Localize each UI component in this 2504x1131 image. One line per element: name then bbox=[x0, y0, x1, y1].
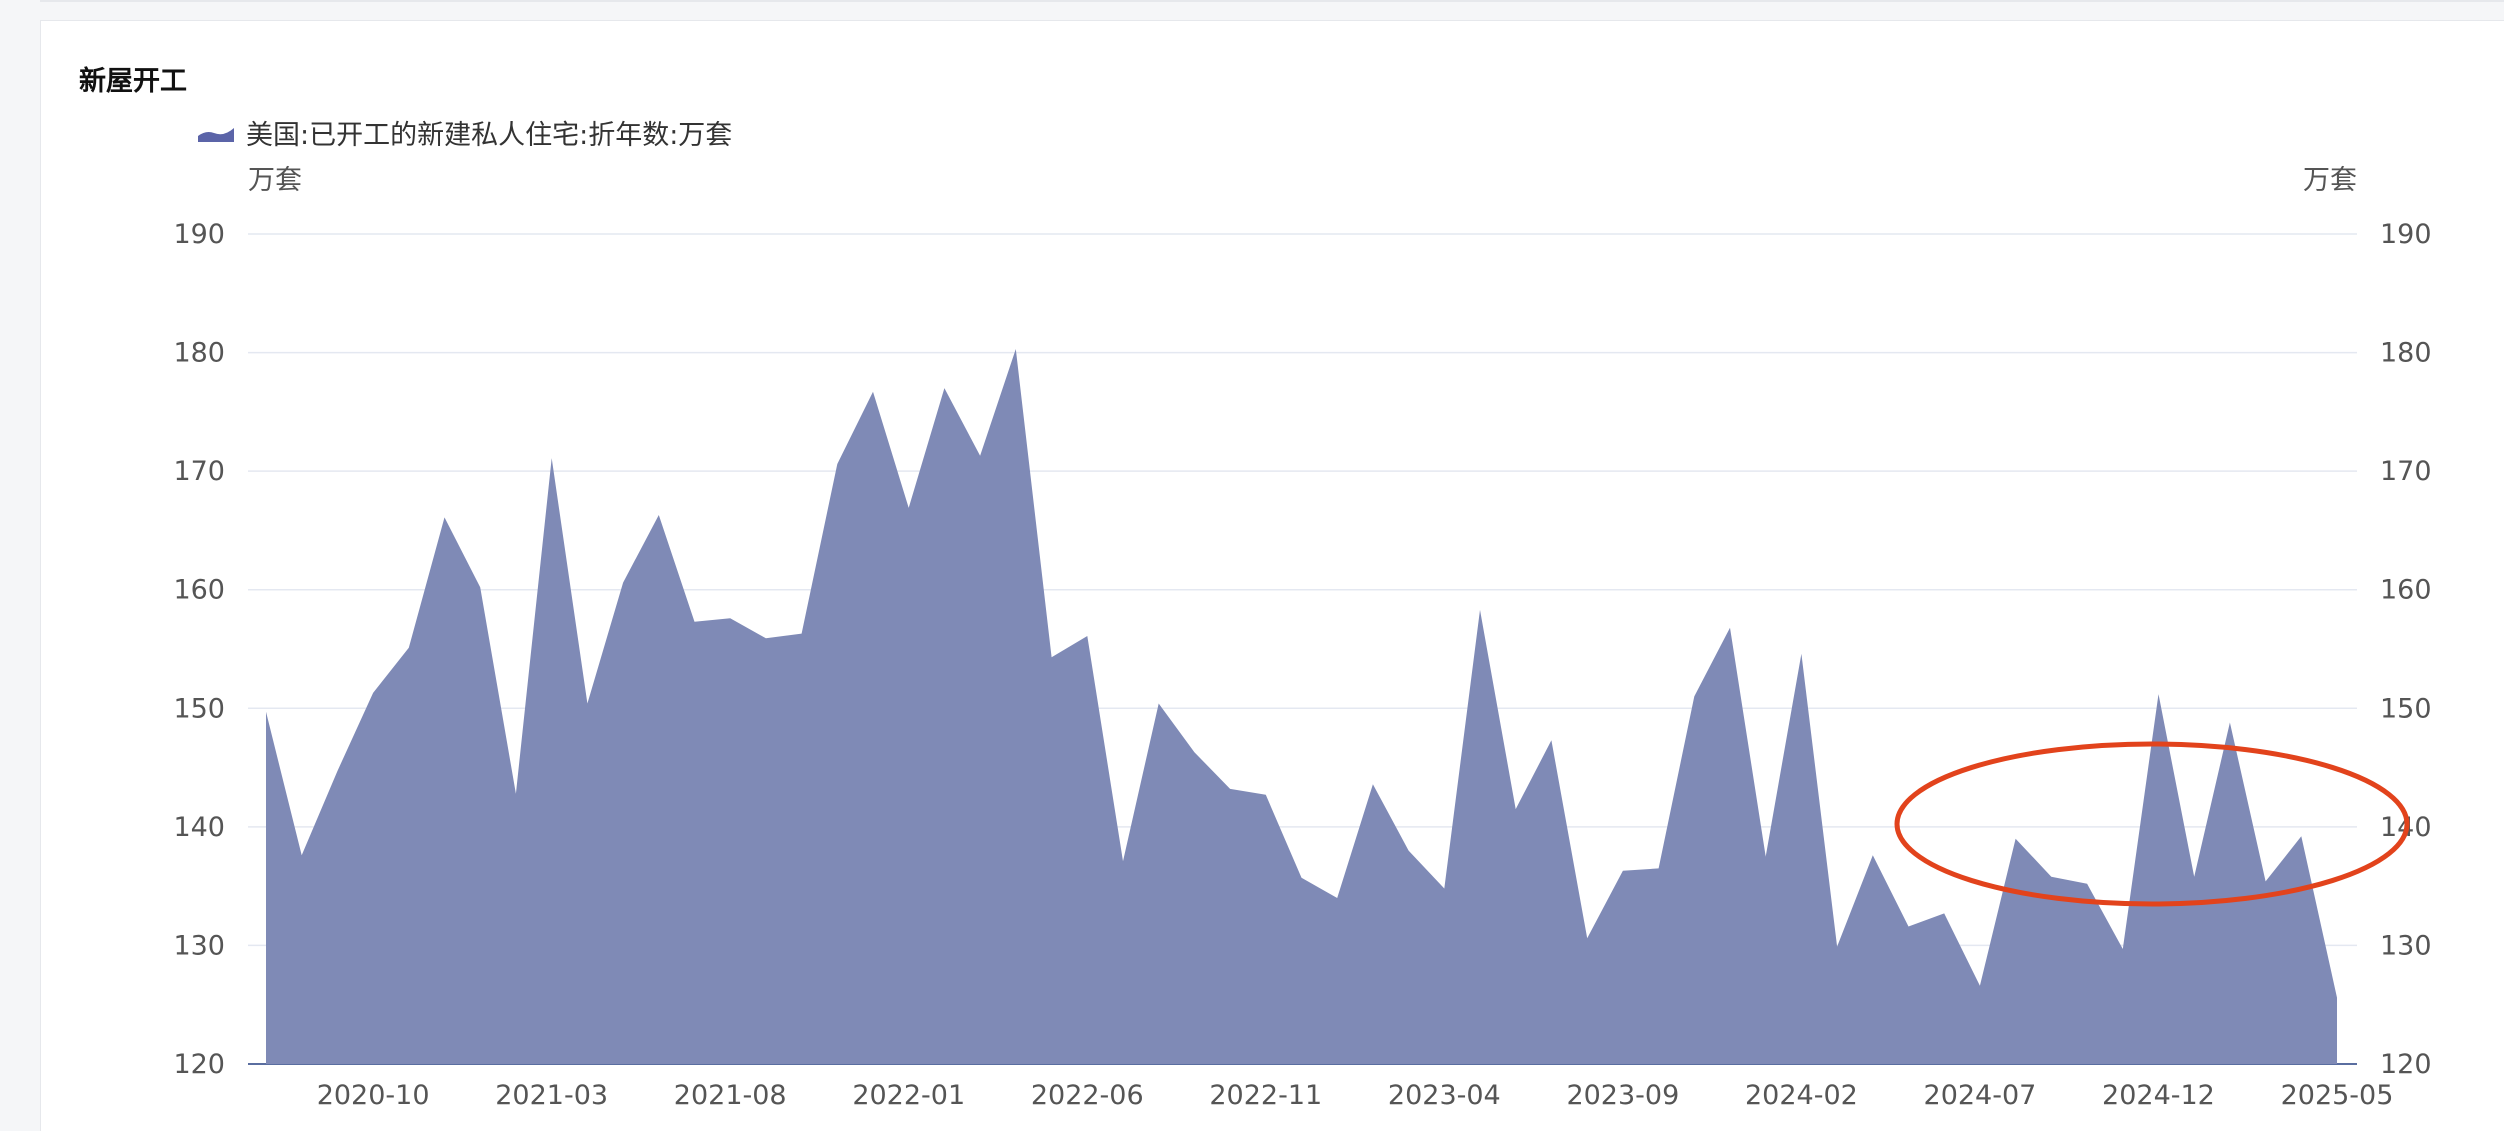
y-tick-left: 150 bbox=[173, 693, 225, 724]
data-point bbox=[799, 631, 805, 637]
data-point bbox=[370, 690, 376, 696]
data-point bbox=[1620, 868, 1626, 874]
data-point bbox=[1084, 633, 1090, 639]
legend[interactable]: 美国:已开工的新建私人住宅:折年数:万套 bbox=[196, 113, 732, 152]
data-point bbox=[977, 453, 983, 459]
data-point bbox=[691, 619, 697, 625]
data-point bbox=[1406, 848, 1412, 854]
data-point bbox=[1548, 737, 1554, 743]
y-axis-left-unit: 万套 bbox=[248, 165, 302, 196]
y-tick-left: 120 bbox=[173, 1049, 225, 1080]
y-tick-right: 150 bbox=[2380, 693, 2432, 724]
x-tick-label: 2020-10 bbox=[317, 1080, 430, 1111]
data-point bbox=[727, 615, 733, 621]
data-point bbox=[477, 584, 483, 590]
data-point bbox=[941, 385, 947, 391]
x-tick-label: 2022-01 bbox=[852, 1080, 965, 1111]
data-point bbox=[1334, 895, 1340, 901]
data-point bbox=[406, 645, 412, 651]
data-point bbox=[2048, 874, 2054, 880]
x-tick-label: 2024-07 bbox=[1924, 1080, 2037, 1111]
legend-label: 美国:已开工的新建私人住宅:折年数:万套 bbox=[246, 120, 733, 151]
series-area bbox=[266, 349, 2337, 1064]
x-tick-label: 2022-06 bbox=[1031, 1080, 1144, 1111]
data-point bbox=[2013, 836, 2019, 842]
data-point bbox=[442, 514, 448, 520]
y-tick-right: 120 bbox=[2380, 1049, 2432, 1080]
data-point bbox=[2298, 833, 2304, 839]
data-point bbox=[1477, 607, 1483, 613]
data-point bbox=[1977, 983, 1983, 989]
data-point bbox=[2155, 691, 2161, 697]
data-point bbox=[1049, 654, 1055, 660]
data-point bbox=[263, 709, 269, 715]
data-point bbox=[1191, 749, 1197, 755]
data-point bbox=[834, 461, 840, 467]
y-tick-left: 190 bbox=[173, 219, 225, 250]
data-point bbox=[1834, 944, 1840, 950]
data-point bbox=[299, 852, 305, 858]
data-point bbox=[1120, 858, 1126, 864]
data-point bbox=[1370, 781, 1376, 787]
x-tick-label: 2023-04 bbox=[1388, 1080, 1501, 1111]
data-point bbox=[763, 635, 769, 641]
data-point bbox=[1013, 346, 1019, 352]
data-point bbox=[1299, 875, 1305, 881]
x-tick-label: 2025-05 bbox=[2281, 1080, 2394, 1111]
data-point bbox=[656, 512, 662, 518]
y-axis-right-unit: 万套 bbox=[2303, 165, 2357, 196]
data-point bbox=[1763, 854, 1769, 860]
data-point bbox=[1691, 693, 1697, 699]
highlight-ellipse bbox=[1894, 741, 2410, 907]
data-point bbox=[2191, 874, 2197, 880]
data-point bbox=[1870, 852, 1876, 858]
chart-title: 新屋开工 bbox=[79, 66, 187, 97]
data-point bbox=[2227, 720, 2233, 726]
y-tick-right: 130 bbox=[2380, 930, 2432, 961]
x-tick-label: 2021-03 bbox=[495, 1080, 608, 1111]
data-point bbox=[2120, 946, 2126, 952]
data-point bbox=[1156, 701, 1162, 707]
data-point bbox=[2334, 995, 2340, 1001]
data-point bbox=[1263, 792, 1269, 798]
data-point bbox=[620, 580, 626, 586]
x-tick-label: 2022-11 bbox=[1209, 1080, 1322, 1111]
y-tick-left: 140 bbox=[173, 812, 225, 843]
y-tick-left: 160 bbox=[173, 575, 225, 606]
data-point bbox=[334, 768, 340, 774]
y-tick-right: 160 bbox=[2380, 575, 2432, 606]
x-tick-label: 2021-08 bbox=[674, 1080, 787, 1111]
data-point bbox=[1906, 923, 1912, 929]
data-point bbox=[549, 455, 555, 461]
data-point bbox=[1227, 786, 1233, 792]
y-tick-left: 170 bbox=[173, 456, 225, 487]
top-divider bbox=[40, 0, 2504, 2]
data-point bbox=[906, 505, 912, 511]
data-point bbox=[1441, 886, 1447, 892]
data-point bbox=[870, 389, 876, 395]
y-tick-left: 180 bbox=[173, 338, 225, 369]
data-point bbox=[1941, 910, 1947, 916]
data-point bbox=[1584, 935, 1590, 941]
data-point bbox=[2263, 878, 2269, 884]
data-point bbox=[1656, 865, 1662, 871]
data-point bbox=[1727, 625, 1733, 631]
y-axis-left: 120 130 140 150 160 170 180 190 bbox=[173, 219, 225, 1080]
data-point bbox=[2084, 881, 2090, 887]
x-tick-label: 2023-09 bbox=[1566, 1080, 1679, 1111]
legend-area-icon bbox=[198, 127, 234, 142]
x-tick-label: 2024-12 bbox=[2102, 1080, 2215, 1111]
y-tick-left: 130 bbox=[173, 930, 225, 961]
data-point bbox=[1513, 806, 1519, 812]
data-point bbox=[1798, 651, 1804, 657]
data-point bbox=[584, 701, 590, 707]
y-tick-right: 190 bbox=[2380, 219, 2432, 250]
data-point bbox=[513, 791, 519, 797]
x-axis: 2020-10 2021-03 2021-08 2022-01 2022-06 2022-… bbox=[317, 1080, 2394, 1111]
x-tick-label: 2024-02 bbox=[1745, 1080, 1858, 1111]
y-tick-right: 170 bbox=[2380, 456, 2432, 487]
y-tick-right: 180 bbox=[2380, 338, 2432, 369]
